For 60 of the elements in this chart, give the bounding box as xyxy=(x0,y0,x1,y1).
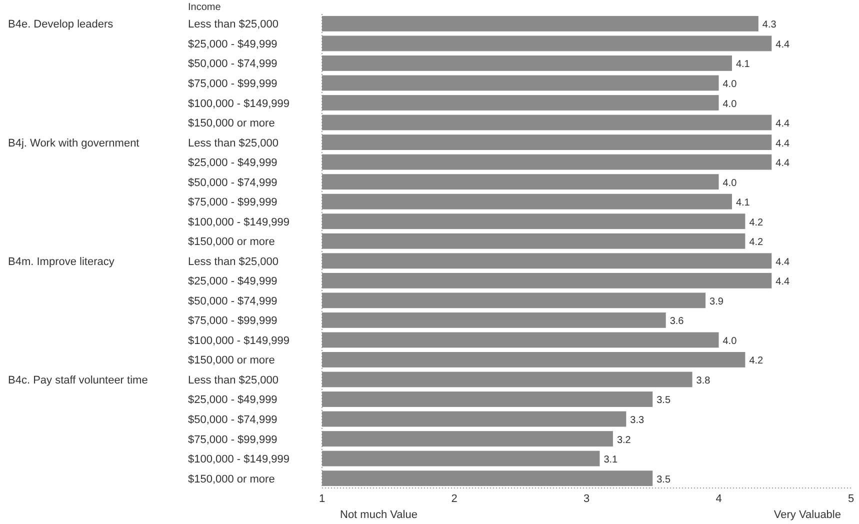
data-label: 3.1 xyxy=(604,454,618,466)
y-tick-label: Less than $25,000 xyxy=(188,374,279,386)
data-label: 4.1 xyxy=(736,59,750,70)
data-label: 4.2 xyxy=(749,237,764,248)
text: B4j. Work with government xyxy=(8,137,140,150)
data-label: 3.3 xyxy=(630,415,645,426)
x-tick-label: 1 xyxy=(318,493,326,505)
text: B4e. Develop leaders xyxy=(8,18,114,31)
y-tick-label: $25,000 - $49,999 xyxy=(188,276,278,288)
y-tick-label: $25,000 - $49,999 xyxy=(188,157,278,170)
y-tick-label: Less than $25,000 xyxy=(188,18,279,31)
y-tick-label: $25,000 - $49,999 xyxy=(188,38,278,50)
y-tick-label: $150,000 or more xyxy=(188,118,275,130)
data-label: 3.9 xyxy=(710,296,724,308)
y-tick-label: $150,000 or more xyxy=(188,236,275,248)
data-label: 3.2 xyxy=(616,434,632,446)
y-tick-label: Less than $25,000 xyxy=(188,137,279,150)
data-label: 4.4 xyxy=(776,158,790,170)
data-label: 4.1 xyxy=(736,198,750,209)
data-label: 4.4 xyxy=(776,138,790,150)
y-tick-label: $100,000 - $149,999 xyxy=(188,334,290,347)
y-tick-label: $150,000 or more xyxy=(188,354,275,367)
text: B4m. Improve literacy xyxy=(8,256,115,268)
y-tick-label: $50,000 - $74,999 xyxy=(188,58,278,70)
y-tick-label: $100,000 - $149,999 xyxy=(188,454,290,466)
data-label: 4.0 xyxy=(722,78,738,90)
x-tick-label: 5 xyxy=(848,493,854,505)
data-label: 3.5 xyxy=(656,395,671,406)
data-label: 4.4 xyxy=(776,118,790,130)
text: B4c. Pay staff volunteer time xyxy=(8,374,148,386)
data-label: 3.5 xyxy=(656,474,671,486)
data-label: 3.8 xyxy=(696,375,711,386)
y-tick-label: $50,000 - $74,999 xyxy=(188,414,278,426)
data-label: 4.4 xyxy=(776,276,790,288)
y-tick-label: $75,000 - $99,999 xyxy=(188,315,278,328)
y-tick-label: $150,000 or more xyxy=(188,473,275,486)
data-label: 4.0 xyxy=(722,336,738,347)
data-label: 4.0 xyxy=(722,98,738,110)
x-tick-label: 3 xyxy=(583,493,590,505)
data-label: 4.0 xyxy=(722,178,738,189)
y-tick-label: $25,000 - $49,999 xyxy=(188,394,278,406)
y-tick-label: $100,000 - $149,999 xyxy=(188,98,290,110)
y-tick-label: $75,000 - $99,999 xyxy=(188,78,278,90)
x-tick-label: 2 xyxy=(451,493,458,505)
y-tick-label: $75,000 - $99,999 xyxy=(188,196,278,209)
y-tick-label: $100,000 - $149,999 xyxy=(188,216,290,228)
y-tick-label: Less than $25,000 xyxy=(188,256,279,268)
y-tick-label: $75,000 - $99,999 xyxy=(188,434,278,446)
data-label: 4.4 xyxy=(776,256,790,268)
y-axis-title: Income xyxy=(188,2,222,13)
y-tick-label: $50,000 - $74,999 xyxy=(188,295,278,308)
data-label: 4.4 xyxy=(776,39,790,50)
data-label: 4.3 xyxy=(762,20,777,31)
text: Not much Value xyxy=(340,509,418,521)
data-label: 3.6 xyxy=(670,316,684,328)
data-label: 4.2 xyxy=(749,356,764,367)
text: Very Valuable xyxy=(774,509,841,521)
y-tick-label: $50,000 - $74,999 xyxy=(188,176,278,189)
x-tick-label: 4 xyxy=(716,493,722,505)
data-label: 4.2 xyxy=(749,217,764,228)
